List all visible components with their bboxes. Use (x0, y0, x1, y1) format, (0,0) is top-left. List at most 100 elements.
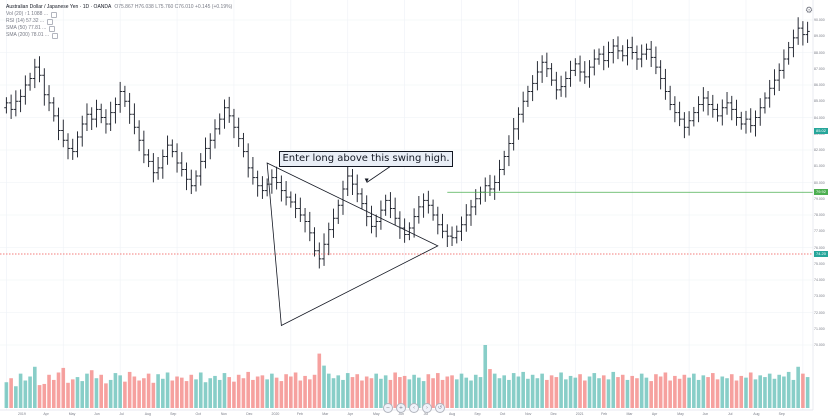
zoom-in-button[interactable]: + (396, 403, 406, 413)
volume-bar (227, 377, 232, 408)
volume-bar (170, 380, 175, 408)
x-tick-label: Aug (144, 412, 151, 416)
triangle-pattern (266, 162, 439, 327)
settings-icon[interactable] (50, 11, 57, 18)
volume-bar (549, 375, 554, 408)
trade-annotation[interactable]: Enter long above this swing high. (279, 151, 453, 167)
volume-bar (502, 375, 506, 408)
ohlc-bar (606, 41, 611, 68)
x-tick-label: Aug (753, 412, 760, 416)
ohlc-bar (184, 162, 189, 191)
y-tick-label: 88.000 (814, 50, 825, 55)
volume-bar (369, 378, 374, 408)
volume-bar (748, 372, 753, 408)
volume-bar (85, 373, 89, 408)
volume-bar (763, 377, 767, 408)
ohlc-bar (554, 71, 559, 100)
ohlc-bar (686, 111, 692, 136)
scroll-left-button[interactable]: ‹ (409, 403, 419, 413)
ohlc-bar (653, 46, 659, 75)
x-tick-label: Jul (423, 412, 429, 416)
settings-icon[interactable] (52, 32, 59, 39)
indicator-sma-50[interactable]: SMA (50) 77.81 ... (6, 25, 47, 31)
ohlc-bar (729, 95, 734, 121)
ohlc-bar (99, 103, 104, 124)
ohlc-bar (122, 85, 128, 107)
gear-icon[interactable]: ⚙ (804, 6, 814, 16)
volume-bar (469, 380, 473, 408)
ohlc-bar (468, 199, 474, 226)
volume-bar (118, 375, 122, 408)
volume-bar (488, 369, 492, 408)
y-tick-label: 74.000 (814, 278, 825, 282)
volume-bar (440, 379, 445, 408)
ohlc-bar (212, 119, 218, 149)
ohlc-bar (84, 103, 90, 131)
volume-bar (706, 377, 710, 408)
ohlc-bar (748, 108, 753, 133)
x-tick-label: Feb (601, 412, 608, 416)
y-tick-label: 72.000 (814, 310, 825, 315)
ohlc-bar (350, 169, 355, 196)
volume-bar (393, 372, 397, 408)
ohlc-bar (620, 45, 625, 62)
ohlc-bar (246, 143, 251, 178)
ohlc-bar (113, 97, 118, 124)
volume-bar (18, 373, 23, 408)
volume-bar (635, 378, 639, 408)
x-tick-label: 2020 (271, 412, 280, 416)
ohlc-bar (127, 92, 132, 124)
price-bars (4, 17, 810, 269)
chart-toolbar: − + ‹ › ↺ (383, 403, 445, 413)
settings-icon[interactable] (49, 25, 56, 32)
indicator-volume[interactable]: Vol (20) ↑1 1088 ... (6, 11, 48, 17)
settings-icon[interactable] (47, 18, 54, 25)
ohlc-bar (440, 213, 445, 239)
ohlc-bar (601, 45, 606, 71)
volume-bar (639, 373, 644, 408)
ohlc-bar (27, 72, 33, 91)
ohlc-bar (378, 200, 384, 230)
ohlc-bar (203, 137, 208, 169)
volume-bar (99, 374, 103, 408)
ohlc-bar (51, 97, 56, 122)
scroll-right-button[interactable]: › (422, 403, 432, 413)
volume-bar (530, 374, 535, 408)
volume-bar (345, 373, 350, 408)
zoom-out-button[interactable]: − (383, 403, 393, 413)
volume-bar (739, 375, 744, 408)
ohlc-bar (146, 149, 151, 168)
ohlc-bar (326, 222, 331, 256)
ohlc-bar (336, 199, 341, 224)
reset-button[interactable]: ↺ (435, 403, 445, 413)
ohlc-bar (449, 226, 455, 247)
ohlc-bar (577, 55, 583, 82)
y-tick-label: 84.000 (814, 115, 825, 120)
volume-bar (104, 383, 108, 408)
volume-bar (696, 379, 701, 408)
ohlc-bar (317, 242, 322, 269)
ohlc-bar (473, 189, 478, 216)
ohlc-bar (136, 120, 142, 152)
volume-bar (511, 373, 516, 408)
y-tick-label: 75.000 (814, 261, 825, 266)
volume-bar (601, 375, 606, 408)
volume-bar (241, 378, 246, 408)
volume-bar (336, 375, 341, 408)
volume-bar (687, 377, 691, 408)
ohlc-bar (260, 176, 265, 199)
volume-bar (521, 371, 525, 408)
indicator-sma-200[interactable]: SMA (200) 78.01 ... (6, 32, 50, 38)
ohlc-bar (231, 108, 237, 139)
volume-bar (198, 372, 203, 408)
volume-bar (127, 371, 132, 408)
volume-bar (483, 345, 488, 408)
x-tick-label: Jun (94, 412, 100, 416)
indicator-rsi[interactable]: RSI (14) 57.32 ... (6, 18, 45, 24)
volume-bar (578, 374, 582, 408)
ohlc-bar (293, 193, 298, 219)
x-tick-label: Jul (119, 412, 124, 416)
x-tick-label: Jun (702, 412, 709, 416)
ohlc-bar (753, 110, 758, 137)
